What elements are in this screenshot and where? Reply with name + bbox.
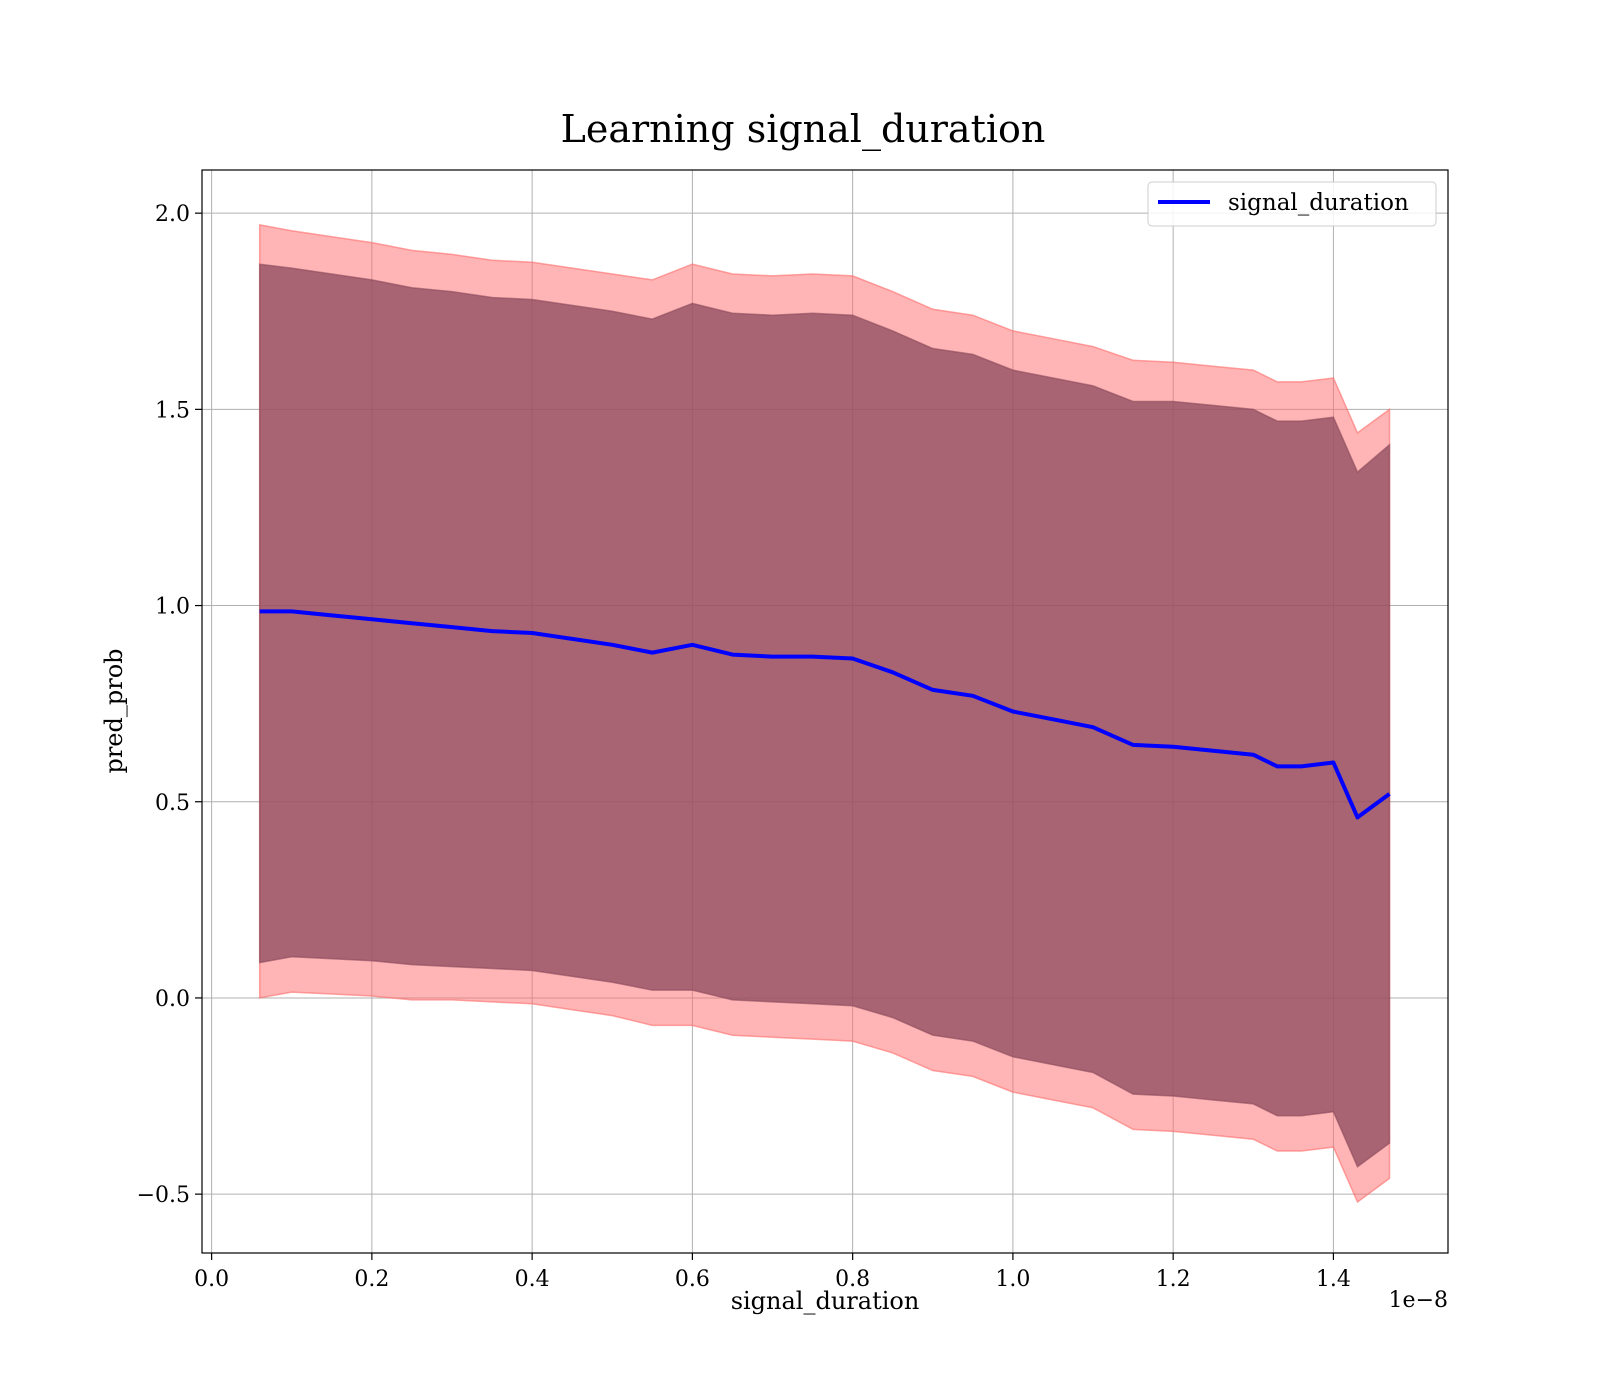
x-tick-label-6: 1.2 xyxy=(1156,1267,1191,1292)
confidence-band-1 xyxy=(258,263,1391,1168)
legend: signal_duration xyxy=(1147,181,1437,227)
x-tick-label-7: 1.4 xyxy=(1316,1267,1351,1292)
x-axis-offset-label: 1e−8 xyxy=(1389,1288,1448,1313)
x-axis-ticks: 0.0 0.2 0.4 0.6 0.8 1.0 1.2 1.4 xyxy=(194,1253,1351,1292)
y-tick-label-5: 2.0 xyxy=(155,202,190,227)
chart-title: Learning signal_duration xyxy=(561,107,1046,152)
x-tick-label-0: 0.0 xyxy=(194,1267,229,1292)
y-tick-label-4: 1.5 xyxy=(155,398,190,423)
legend-box xyxy=(1147,181,1437,227)
x-tick-label-2: 0.4 xyxy=(515,1267,550,1292)
series-line-0 xyxy=(259,609,1391,820)
y-axis-label: pred_prob xyxy=(100,648,128,773)
y-tick-label-1: 0.0 xyxy=(155,987,190,1012)
confidence-bands xyxy=(258,223,1391,1204)
y-axis-ticks: −0.5 0.0 0.5 1.0 1.5 2.0 xyxy=(137,202,202,1208)
x-tick-label-1: 0.2 xyxy=(354,1267,389,1292)
x-axis-label: signal_duration xyxy=(731,1287,920,1315)
series-lines xyxy=(259,609,1391,820)
y-tick-label-0: −0.5 xyxy=(137,1183,190,1208)
plot-area-frame xyxy=(201,169,1449,1254)
x-tick-label-4: 0.8 xyxy=(835,1267,870,1292)
x-tick-label-3: 0.6 xyxy=(675,1267,710,1292)
x-tick-label-5: 1.0 xyxy=(995,1267,1030,1292)
y-tick-label-3: 1.0 xyxy=(155,595,190,620)
y-tick-label-2: 0.5 xyxy=(155,791,190,816)
legend-label-signal-duration: signal_duration xyxy=(1228,190,1409,216)
